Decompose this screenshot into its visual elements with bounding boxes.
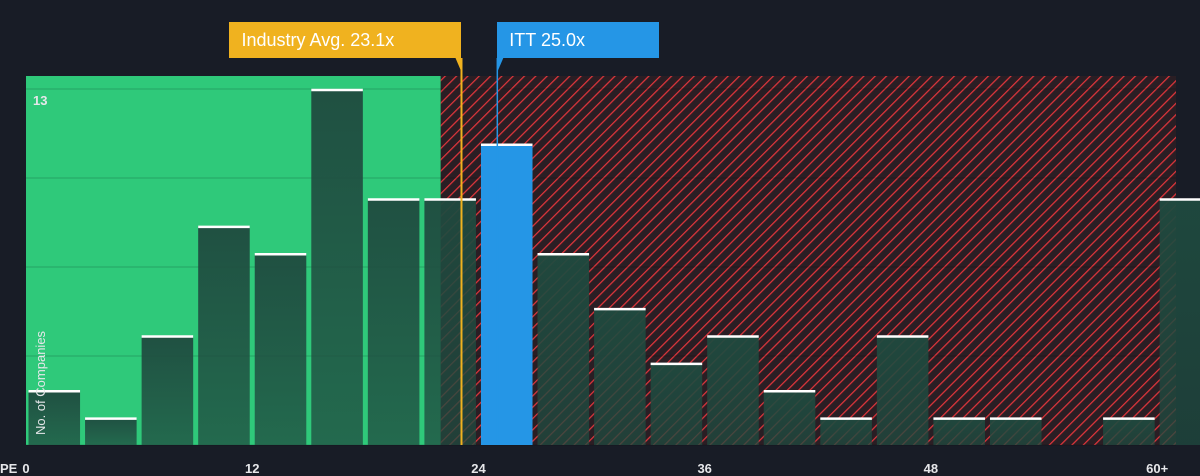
bar-42: [820, 417, 872, 445]
bar-36: [707, 335, 759, 445]
industry-avg-callout: Industry Avg. 23.1x: [229, 22, 462, 58]
x-tick-label-48: 48: [924, 461, 938, 476]
bar-33: [650, 362, 703, 445]
bar-18: [367, 198, 420, 445]
bar-6: [141, 335, 194, 445]
x-tick-label-0: 0: [22, 461, 29, 476]
bar-12: [254, 253, 307, 445]
y-max-tick-label: 13: [33, 93, 47, 108]
company-callout-pointer: [497, 58, 504, 72]
y-axis-title: No. of Companies: [33, 330, 48, 435]
industry-avg-label: Industry Avg. 23.1x: [241, 30, 395, 50]
x-tick-label-12: 12: [245, 461, 259, 476]
bar-15: [311, 89, 363, 445]
x-tick-label-60plus: 60+: [1146, 461, 1168, 476]
bar-30: [594, 308, 646, 445]
bar-57: [1103, 417, 1155, 445]
bar-highlight-24: [480, 143, 533, 445]
bar-3: [85, 417, 137, 445]
industry-callout-pointer: [455, 58, 462, 72]
x-tick-label-36: 36: [697, 461, 711, 476]
company-callout: ITT 25.0x: [497, 22, 660, 58]
bar-39: [763, 390, 816, 445]
x-axis-title: PE: [0, 461, 18, 476]
bar-21: [424, 198, 476, 445]
bar-45: [876, 335, 929, 445]
bar-48: [933, 417, 985, 445]
bar-27: [537, 253, 590, 445]
x-tick-label-24: 24: [471, 461, 486, 476]
bar-9: [198, 225, 250, 445]
bar-60: [1159, 198, 1200, 445]
bar-0: [28, 390, 81, 445]
bar-51: [989, 417, 1042, 445]
company-pe-label: ITT 25.0x: [509, 30, 585, 50]
